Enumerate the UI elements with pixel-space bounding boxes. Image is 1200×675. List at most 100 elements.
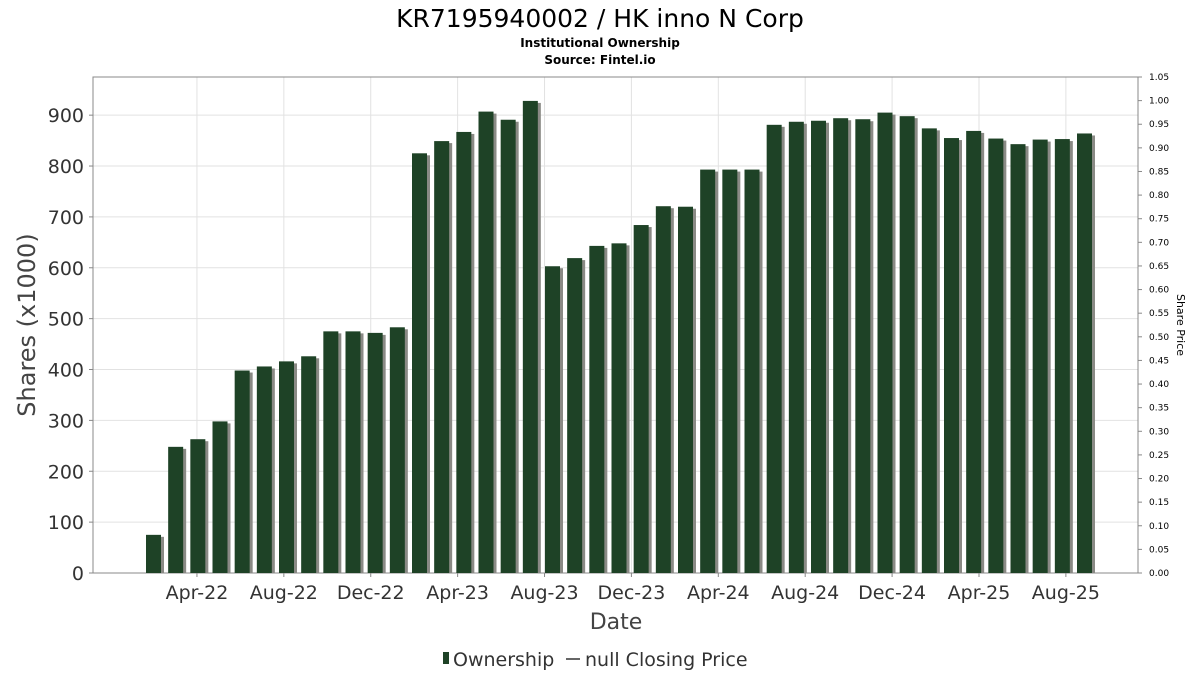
ownership-bar	[256, 366, 272, 573]
chart-title: KR7195940002 / HK inno N Corp	[396, 4, 804, 33]
y-tick-label: 300	[48, 410, 84, 432]
y2-tick-label: 0.40	[1149, 380, 1169, 390]
ownership-bar	[921, 128, 937, 574]
ownership-bar	[944, 138, 959, 574]
x-tick-label: Apr-23	[426, 582, 489, 604]
ownership-bar	[1032, 139, 1048, 573]
y2-tick-label: 0.20	[1149, 475, 1169, 485]
x-tick-label: Aug-24	[771, 582, 839, 604]
ownership-bar	[545, 266, 560, 573]
x-tick-label: Aug-25	[1032, 582, 1100, 604]
y2-tick-label: 0.35	[1149, 404, 1169, 414]
ownership-bar	[279, 361, 294, 573]
y2-axis-ticks: 0.00 0.05 0.10 0.15 0.20 0.25 0.30 0.35 0.40 0.45…	[1138, 73, 1169, 579]
y2-tick-label: 0.00	[1149, 569, 1169, 579]
ownership-bar	[811, 120, 826, 573]
y2-axis-label: Share Price	[1174, 294, 1187, 356]
ownership-bar	[988, 138, 1004, 573]
y2-tick-label: 0.45	[1149, 356, 1169, 366]
ownership-bar	[345, 331, 361, 573]
ownership-bar	[633, 225, 649, 573]
ownership-bar	[589, 245, 605, 574]
ownership-bar	[611, 243, 627, 573]
x-tick-label: Apr-24	[687, 582, 750, 604]
ownership-bar	[1010, 144, 1026, 574]
ownership-bar	[522, 100, 538, 574]
ownership-bar	[478, 111, 494, 573]
legend-price-label: null Closing Price	[585, 649, 748, 671]
ownership-bar	[168, 446, 184, 573]
y2-tick-label: 0.05	[1149, 545, 1169, 555]
legend: Ownership null Closing Price	[443, 649, 748, 671]
ownership-bar	[877, 112, 893, 573]
y2-tick-label: 0.30	[1149, 427, 1169, 437]
x-tick-label: Dec-22	[337, 582, 405, 604]
y-tick-label: 100	[48, 512, 84, 534]
y2-tick-label: 0.65	[1149, 262, 1169, 272]
ownership-bar	[301, 356, 317, 573]
y2-tick-label: 0.25	[1149, 451, 1169, 461]
y2-tick-label: 0.95	[1149, 120, 1169, 130]
legend-ownership-label: Ownership	[453, 649, 554, 671]
y-tick-label: 200	[48, 461, 84, 483]
ownership-bar	[567, 258, 583, 573]
y-axis-label: Shares (x1000)	[13, 233, 41, 416]
chart-source: Source: Fintel.io	[544, 53, 655, 67]
y2-tick-label: 0.10	[1149, 522, 1169, 532]
ownership-bar	[744, 169, 760, 573]
ownership-bar	[190, 439, 206, 573]
bars	[146, 100, 1095, 574]
ownership-bar	[500, 119, 516, 574]
y2-tick-label: 0.60	[1149, 286, 1169, 296]
ownership-bar	[766, 124, 782, 573]
x-tick-label: Apr-22	[166, 582, 229, 604]
x-axis-label: Date	[590, 610, 643, 635]
y2-tick-label: 0.70	[1149, 238, 1169, 248]
x-tick-label: Aug-23	[510, 582, 578, 604]
ownership-bar	[212, 421, 228, 573]
ownership-bar	[234, 370, 250, 573]
ownership-bar	[367, 332, 383, 573]
y-tick-label: 900	[48, 105, 84, 127]
y2-tick-label: 0.75	[1149, 215, 1169, 225]
y-tick-label: 600	[48, 258, 84, 280]
y-tick-label: 500	[48, 309, 84, 331]
ownership-bar	[722, 169, 738, 573]
ownership-bar	[323, 331, 339, 573]
ownership-bar	[833, 118, 849, 574]
ownership-bar	[434, 141, 450, 574]
ownership-bar	[655, 206, 671, 573]
y2-tick-label: 0.50	[1149, 333, 1169, 343]
ownership-bar	[412, 153, 427, 574]
y2-tick-label: 0.85	[1149, 167, 1169, 177]
y2-tick-label: 0.80	[1149, 191, 1169, 201]
x-tick-label: Dec-23	[598, 582, 666, 604]
y-tick-label: 0	[72, 563, 84, 585]
ownership-bar	[855, 119, 871, 574]
ownership-bar	[788, 121, 804, 573]
y2-tick-label: 1.05	[1149, 73, 1169, 83]
ownership-bar	[700, 169, 716, 573]
ownership-bar	[389, 327, 405, 573]
chart-subtitle: Institutional Ownership	[520, 36, 680, 50]
ownership-bar	[899, 116, 915, 574]
x-tick-label: Dec-24	[858, 582, 926, 604]
y2-tick-label: 1.00	[1149, 97, 1169, 107]
y-tick-label: 400	[48, 360, 84, 382]
x-axis-ticks: Apr-22 Aug-22 Dec-22 Apr-23 Aug-23 Dec-23 Apr-…	[166, 573, 1100, 604]
x-tick-label: Apr-25	[948, 582, 1011, 604]
ownership-bar	[456, 131, 472, 574]
x-tick-label: Aug-22	[250, 582, 318, 604]
legend-ownership-swatch	[443, 652, 449, 664]
ownership-bar	[1054, 139, 1070, 573]
ownership-bar	[146, 534, 161, 573]
y-axis-ticks: 0 100 200 300 400 500 600 700 800 900	[48, 105, 93, 585]
y2-tick-label: 0.15	[1149, 498, 1169, 508]
y-tick-label: 800	[48, 156, 84, 178]
y-tick-label: 700	[48, 207, 84, 229]
ownership-bar	[678, 206, 693, 573]
y2-tick-label: 0.55	[1149, 309, 1169, 319]
ownership-bar	[966, 130, 982, 573]
y2-tick-label: 0.90	[1149, 144, 1169, 154]
